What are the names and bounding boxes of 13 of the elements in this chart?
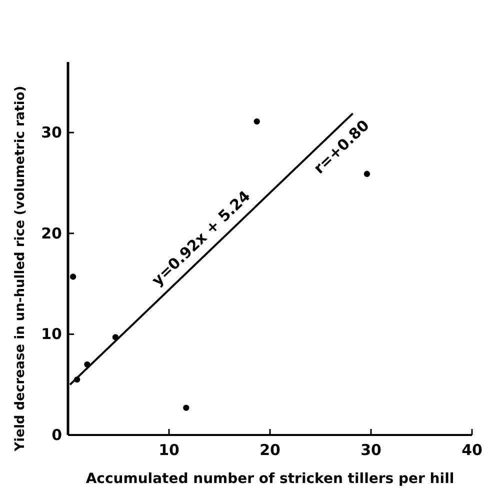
x-axis-title: Accumulated number of stricken tillers per hill [86, 471, 454, 487]
y-tick-label: 10 [41, 325, 62, 344]
x-tick-label: 40 [462, 441, 482, 459]
x-tick-label: 20 [260, 441, 280, 459]
point [183, 404, 190, 411]
y-tick-label: 0 [52, 426, 62, 444]
y-tick-label: 30 [41, 124, 62, 142]
y-tick-label: 20 [41, 224, 62, 242]
x-tick-label: 10 [158, 441, 180, 459]
point [254, 118, 260, 125]
x-tick-label: 30 [360, 441, 382, 459]
y-axis-title: Yield decrease in un-hulled rice (volumetric ratio) [13, 86, 28, 452]
point [70, 274, 76, 280]
